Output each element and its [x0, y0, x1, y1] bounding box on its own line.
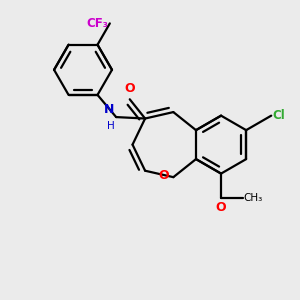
Text: H: H — [107, 121, 115, 131]
Text: N: N — [104, 103, 115, 116]
Text: O: O — [215, 201, 226, 214]
Text: CF₃: CF₃ — [86, 17, 108, 30]
Text: O: O — [124, 82, 135, 95]
Text: CH₃: CH₃ — [243, 193, 262, 203]
Text: O: O — [158, 169, 169, 182]
Text: Cl: Cl — [272, 109, 285, 122]
